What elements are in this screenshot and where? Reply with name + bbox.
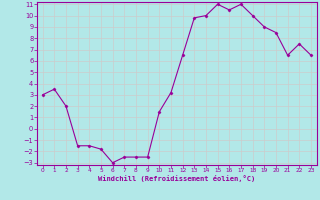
X-axis label: Windchill (Refroidissement éolien,°C): Windchill (Refroidissement éolien,°C) [98,175,255,182]
